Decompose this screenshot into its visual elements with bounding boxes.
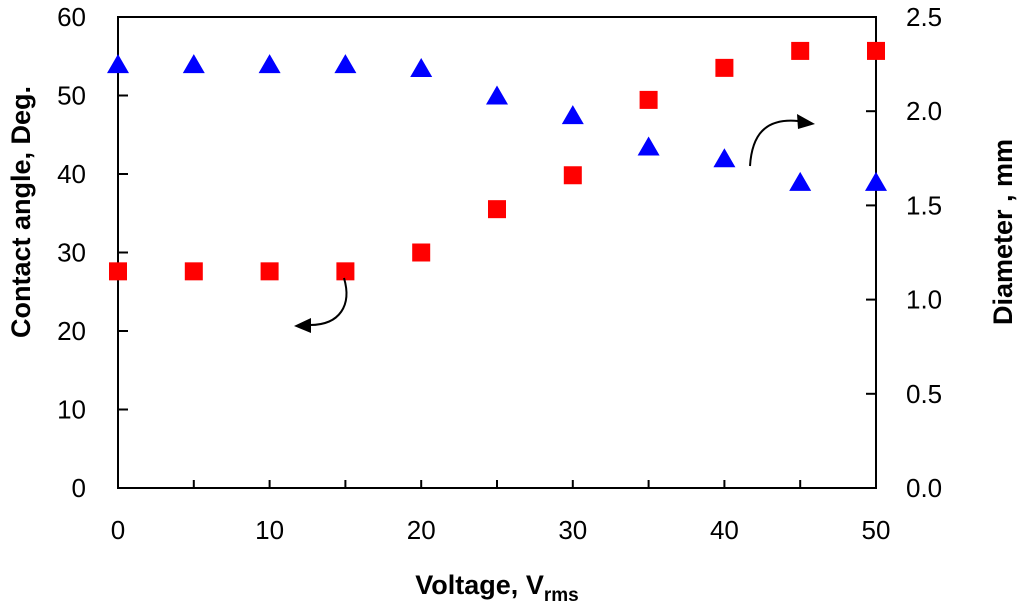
x-tick-label: 0	[111, 515, 125, 545]
y-left-tick-label: 0	[72, 473, 86, 503]
diameter-point	[260, 262, 279, 281]
y-left-axis-ticks: 0 10 20 30 40 50 60	[57, 2, 128, 503]
y-left-axis-title: Contact angle, Deg.	[6, 86, 36, 338]
x-tick-label: 30	[558, 515, 587, 545]
y-right-tick-label: 2.5	[906, 2, 942, 32]
x-axis-ticks: 0 10 20 30 40 50	[111, 480, 891, 545]
annotation-arrows	[294, 114, 815, 333]
contact-angle-point	[334, 54, 357, 74]
y-left-tick-label: 50	[57, 81, 86, 111]
y-right-tick-label: 1.0	[906, 285, 942, 315]
contact-angle-point	[486, 85, 508, 105]
contact-angle-point	[258, 54, 281, 74]
contact-angle-point	[865, 171, 887, 191]
contact-angle-point	[107, 54, 129, 74]
arrow-to-right-axis-head	[797, 114, 815, 129]
diameter-point	[791, 41, 810, 60]
contact-angle-point	[637, 136, 660, 156]
contact-angle-point	[789, 171, 812, 191]
x-tick-label: 40	[710, 515, 739, 545]
y-right-tick-label: 0.5	[906, 379, 942, 409]
diameter-point	[109, 262, 127, 281]
diameter-point	[412, 243, 431, 262]
y-right-tick-label: 1.5	[906, 190, 942, 220]
y-right-axis-title: Diameter , mm	[988, 139, 1018, 325]
diameter-point	[867, 41, 885, 60]
y-right-tick-label: 2.0	[906, 96, 942, 126]
y-left-tick-label: 40	[57, 159, 86, 189]
y-left-tick-label: 30	[57, 238, 86, 268]
y-right-axis-ticks: 0.0 0.5 1.0 1.5 2.0 2.5	[866, 2, 942, 503]
diameter-point	[184, 262, 203, 281]
data-points	[107, 41, 887, 281]
y-left-tick-label: 10	[57, 395, 86, 425]
x-tick-label: 50	[862, 515, 891, 545]
diameter-point	[715, 58, 734, 77]
contact-angle-point	[410, 58, 433, 78]
contact-angle-point	[182, 54, 205, 74]
diameter-point	[488, 200, 506, 219]
contact-angle-point	[713, 148, 736, 168]
contact-angle-point	[561, 105, 584, 125]
diameter-point	[336, 262, 355, 281]
diameter-point	[639, 90, 658, 109]
x-axis-title: Voltage, Vrms	[415, 570, 578, 606]
y-right-tick-label: 0.0	[906, 473, 942, 503]
diameter-point	[563, 166, 582, 185]
x-tick-label: 20	[407, 515, 436, 545]
arrow-to-left-axis-head	[294, 318, 311, 333]
y-left-tick-label: 20	[57, 316, 86, 346]
x-tick-label: 10	[255, 515, 284, 545]
y-left-tick-label: 60	[57, 2, 86, 32]
arrow-to-left-axis	[309, 277, 348, 326]
arrow-to-right-axis	[749, 119, 799, 167]
